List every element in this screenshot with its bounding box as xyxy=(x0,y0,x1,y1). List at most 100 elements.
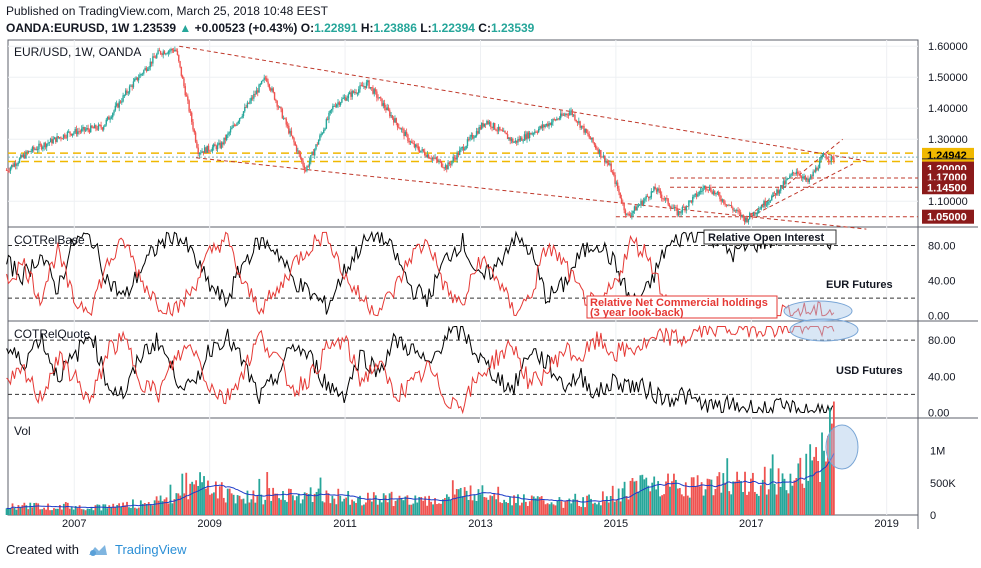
candle-body xyxy=(258,84,260,93)
candle-body xyxy=(398,127,400,129)
price-tick-label: 1.60000 xyxy=(928,41,968,53)
candle-body xyxy=(455,157,457,160)
volume-bar xyxy=(678,488,681,515)
candle-body xyxy=(478,127,480,134)
candle-body xyxy=(583,126,585,133)
candle-body xyxy=(158,50,161,52)
candle-body xyxy=(43,142,45,148)
volume-bar xyxy=(370,501,373,515)
volume-bar xyxy=(477,489,480,515)
candle-body xyxy=(565,113,567,116)
volume-bar xyxy=(599,505,602,515)
volume-bar xyxy=(775,494,778,515)
volume-bar xyxy=(631,478,634,515)
volume-bar xyxy=(211,493,213,515)
volume-bar xyxy=(272,487,275,515)
candle-body xyxy=(481,122,483,129)
candle-body xyxy=(658,188,660,191)
volume-bar xyxy=(266,472,269,515)
candle-body xyxy=(92,127,95,129)
candle-body xyxy=(5,170,8,171)
candle-body xyxy=(626,213,628,215)
volume-bar xyxy=(550,502,553,515)
volume-bar xyxy=(145,503,148,515)
candle-body xyxy=(642,200,645,205)
volume-bar xyxy=(418,496,421,515)
candle-body xyxy=(291,135,294,139)
candle-body xyxy=(544,125,546,127)
candle-body xyxy=(682,206,685,208)
candle-body xyxy=(213,144,215,148)
volume-bar xyxy=(92,510,95,515)
candle-body xyxy=(453,157,456,159)
volume-bar xyxy=(378,499,381,515)
volume-bar xyxy=(694,486,697,515)
candle-body xyxy=(787,178,790,179)
candle-body xyxy=(752,211,755,216)
volume-bar xyxy=(783,478,786,515)
candle-body xyxy=(233,125,236,126)
candle-body xyxy=(741,214,743,217)
candle-body xyxy=(439,160,441,162)
volume-bar xyxy=(359,495,361,515)
candle-body xyxy=(746,217,748,222)
volume-bar xyxy=(88,508,91,515)
trend-line xyxy=(744,138,843,221)
candle-body xyxy=(609,163,611,165)
volume-bar xyxy=(570,503,573,515)
candle-body xyxy=(527,132,530,138)
candle-body xyxy=(727,204,729,206)
candle-body xyxy=(549,123,552,125)
volume-bar xyxy=(734,481,737,515)
candle-body xyxy=(628,214,631,216)
candle-body xyxy=(161,53,163,55)
volume-bar xyxy=(212,492,215,515)
tradingview-brand-link[interactable]: TradingView xyxy=(114,542,187,557)
candle-body xyxy=(689,200,691,202)
volume-bar xyxy=(398,495,401,515)
candle-body xyxy=(390,115,392,117)
candle-body xyxy=(786,178,788,180)
volume-bar xyxy=(104,504,107,515)
highlight-ellipse-volume xyxy=(825,424,859,470)
volume-bar xyxy=(112,503,115,515)
volume-bar xyxy=(564,501,567,515)
candle-body xyxy=(763,200,765,208)
candle-body xyxy=(178,54,180,62)
level-label-box xyxy=(922,209,974,224)
volume-bar xyxy=(623,481,626,515)
candle-body xyxy=(380,97,382,99)
candle-body xyxy=(598,150,601,154)
candle-body xyxy=(224,137,227,140)
volume-bar xyxy=(461,496,464,515)
volume-bar xyxy=(151,505,154,515)
candle-body xyxy=(31,146,34,152)
volume-ma-line xyxy=(6,453,835,510)
high-label: H: xyxy=(360,21,374,35)
candle-body xyxy=(653,186,655,192)
candle-body xyxy=(123,94,126,96)
candle-body xyxy=(205,147,207,153)
candle-body xyxy=(698,191,700,195)
candle-body xyxy=(451,160,453,165)
candle-body xyxy=(550,122,553,125)
volume-bar xyxy=(291,495,294,515)
candle-body xyxy=(426,154,429,158)
candle-body xyxy=(676,208,678,216)
candle-body xyxy=(381,98,383,106)
volume-bar xyxy=(453,494,456,515)
candle-body xyxy=(592,137,594,143)
candle-body xyxy=(526,132,528,140)
candle-body xyxy=(21,155,23,158)
candle-body xyxy=(139,74,141,78)
volume-bar xyxy=(222,497,225,515)
candle-body xyxy=(276,100,278,107)
candle-body xyxy=(771,196,773,201)
candle-body xyxy=(694,193,697,195)
candle-body xyxy=(607,162,610,165)
candle-body xyxy=(83,127,85,131)
volume-bar xyxy=(143,503,146,515)
volume-bar xyxy=(617,488,620,515)
level-label-text: 1.14500 xyxy=(927,182,967,194)
